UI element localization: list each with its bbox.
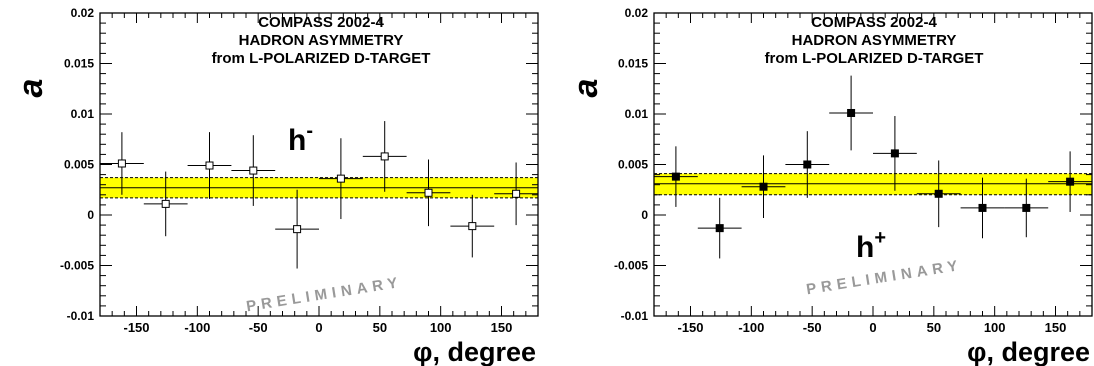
marker-square	[249, 166, 258, 175]
marker-square	[380, 152, 389, 161]
marker-square	[512, 189, 521, 198]
y-tick-label: 0.02	[625, 6, 649, 20]
particle-charge: +	[874, 227, 886, 249]
data-point	[960, 177, 1005, 239]
data-point	[829, 75, 873, 151]
particle-label: h+	[856, 227, 886, 264]
x-tick-label: 0	[869, 320, 876, 335]
marker-square	[934, 189, 943, 198]
x-tick-label: 100	[430, 320, 452, 335]
data-point	[873, 116, 917, 191]
header-line: HADRON ASYMMETRY	[239, 32, 404, 49]
marker-square	[468, 222, 477, 231]
y-tick-label: -0.01	[621, 309, 649, 323]
y-tick-label: -0.01	[67, 309, 95, 323]
marker-square	[424, 188, 433, 197]
y-tick-label: 0.01	[625, 107, 649, 121]
marker-square	[671, 172, 680, 181]
marker-square	[1066, 177, 1075, 186]
chart-panel-h-plus: -0.01 -0.005 0 0.005 0.01 0.015 0.02 -150 -100 -5…	[567, 6, 1093, 366]
y-tick-label: -0.005	[614, 259, 648, 273]
marker-square	[1022, 203, 1031, 212]
data-point	[275, 189, 319, 269]
header-line: COMPASS 2002-4	[811, 14, 937, 31]
data-point	[143, 171, 188, 237]
x-tick-label: -100	[184, 320, 210, 335]
y-tick-label: 0.02	[71, 6, 95, 20]
x-tick-label: 50	[927, 320, 941, 335]
y-tick-label: 0.01	[71, 107, 95, 121]
x-tick-label: -100	[738, 320, 764, 335]
marker-square	[759, 182, 768, 191]
x-tick-label: -50	[803, 320, 822, 335]
y-axis-label: a	[567, 79, 605, 98]
x-tick-label: 100	[984, 320, 1006, 335]
data-point	[916, 160, 961, 228]
data-point	[697, 197, 742, 259]
header-line: COMPASS 2002-4	[258, 14, 384, 31]
header-line: from L-POLARIZED D-TARGET	[765, 50, 984, 67]
x-tick-label: 0	[315, 320, 322, 335]
data-point	[406, 159, 451, 227]
data-point	[785, 131, 830, 198]
header-line: from L-POLARIZED D-TARGET	[212, 50, 431, 67]
y-tick-label: -0.005	[60, 259, 94, 273]
particle-charge: -	[306, 120, 313, 142]
data-point	[1004, 178, 1049, 238]
marker-square	[161, 199, 170, 208]
x-tick-label: -50	[249, 320, 268, 335]
preliminary-watermark: PRELIMINARY	[805, 257, 963, 298]
x-tick-label: 50	[373, 320, 387, 335]
data-point	[494, 162, 538, 226]
y-tick-label: 0	[641, 208, 648, 222]
particle-symbol: h	[288, 124, 306, 157]
marker-square	[803, 160, 812, 169]
particle-label: h-	[288, 120, 313, 157]
marker-square	[890, 149, 899, 158]
y-tick-label: 0.015	[618, 57, 648, 71]
particle-symbol: h	[856, 231, 874, 264]
data-point	[654, 146, 698, 207]
data-point	[1048, 151, 1092, 212]
data-point	[231, 135, 276, 206]
data-point	[187, 132, 232, 199]
marker-square	[336, 174, 345, 183]
marker-square	[978, 203, 987, 212]
x-axis-label: φ, degree	[413, 337, 536, 366]
data-point	[450, 194, 495, 258]
header-line: HADRON ASYMMETRY	[792, 32, 957, 49]
marker-square	[847, 108, 856, 117]
marker-square	[117, 159, 126, 168]
y-tick-label: 0	[87, 208, 94, 222]
x-tick-label: 150	[491, 320, 513, 335]
marker-square	[293, 225, 302, 234]
data-point	[319, 138, 363, 220]
x-axis-label: φ, degree	[967, 337, 1090, 366]
data-point	[741, 155, 786, 219]
x-tick-label: 150	[1045, 320, 1067, 335]
y-tick-label: 0.005	[618, 158, 648, 172]
y-tick-label: 0.005	[64, 158, 94, 172]
x-tick-label: -150	[677, 320, 703, 335]
marker-square	[715, 224, 724, 233]
marker-square	[205, 161, 214, 170]
y-axis-label: a	[12, 79, 50, 98]
y-tick-label: 0.015	[64, 57, 94, 71]
data-point	[100, 132, 144, 195]
data-point	[362, 121, 407, 192]
x-tick-label: -150	[123, 320, 149, 335]
